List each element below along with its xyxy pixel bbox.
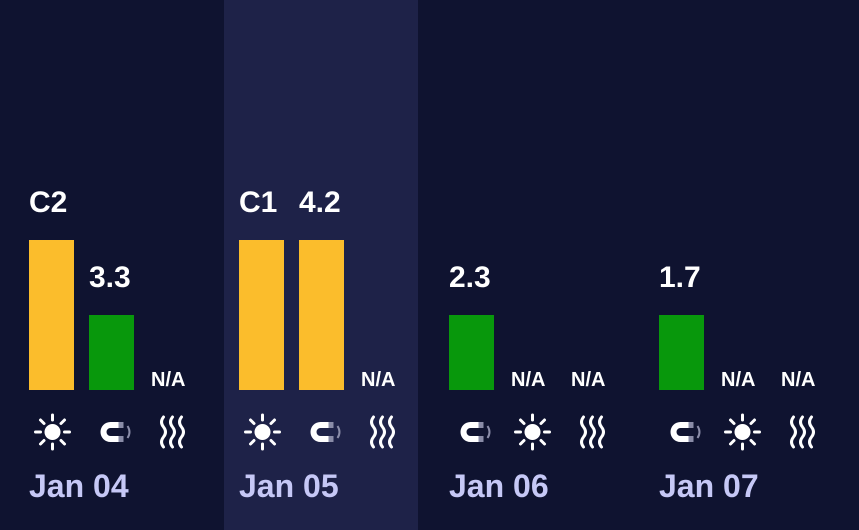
date-label: Jan 04 — [29, 468, 129, 504]
level-bar — [659, 315, 704, 390]
value-label: 1.7 — [659, 261, 701, 294]
waves-icon — [790, 415, 815, 449]
value-label: N/A — [781, 369, 815, 391]
waves-icon — [160, 415, 185, 449]
waves-icon — [580, 415, 605, 449]
sun-icon — [244, 413, 281, 451]
level-bar — [299, 240, 344, 390]
day-column: 2.3 N/A N/A Jan 06 — [449, 261, 605, 504]
value-label: C2 — [29, 186, 67, 219]
day-column: C1 4.2 N/A Jan 05 — [224, 0, 418, 530]
level-bar — [29, 240, 74, 390]
level-bar — [239, 240, 284, 390]
value-label: N/A — [511, 369, 545, 391]
magnet-icon — [459, 421, 491, 443]
value-label: N/A — [361, 369, 395, 391]
magnet-icon — [99, 421, 131, 443]
value-label: N/A — [721, 369, 755, 391]
level-bar — [449, 315, 494, 390]
magnet-icon — [669, 421, 701, 443]
sun-icon — [34, 413, 71, 451]
value-label: C1 — [239, 186, 277, 219]
sun-icon — [514, 413, 551, 451]
date-label: Jan 07 — [659, 468, 759, 504]
value-label: N/A — [571, 369, 605, 391]
value-label: 4.2 — [299, 186, 341, 219]
day-column: C2 3.3 N/A Jan 04 — [29, 186, 185, 504]
value-label: N/A — [151, 369, 185, 391]
value-label: 3.3 — [89, 261, 131, 294]
day-column: 1.7 N/A N/A Jan 07 — [659, 261, 815, 504]
sun-icon — [724, 413, 761, 451]
value-label: 2.3 — [449, 261, 491, 294]
level-bar — [89, 315, 134, 390]
date-label: Jan 06 — [449, 468, 549, 504]
date-label: Jan 05 — [239, 468, 339, 504]
